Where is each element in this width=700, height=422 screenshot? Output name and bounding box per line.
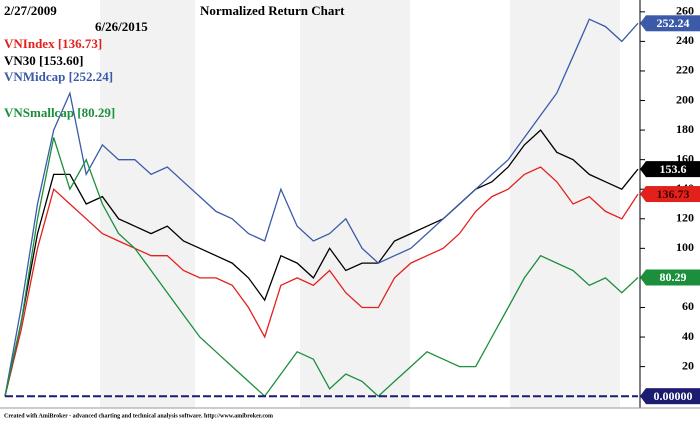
end-label: 136.73 xyxy=(657,187,690,201)
end-tag xyxy=(646,186,700,203)
end-label: 252.24 xyxy=(657,16,690,30)
end-tag xyxy=(646,269,700,286)
series-line xyxy=(4,166,639,397)
start-date: 2/27/2009 xyxy=(4,3,57,18)
end-tag-arrow xyxy=(640,15,646,32)
band xyxy=(300,0,410,408)
background-bands xyxy=(100,0,620,408)
end-label: 80.29 xyxy=(660,270,687,284)
y-tick-label: 100 xyxy=(676,240,694,254)
end-tag-arrow xyxy=(640,388,646,405)
end-tag xyxy=(646,15,700,32)
band xyxy=(510,0,620,408)
legend-entry: VN30 [153.60] xyxy=(4,53,83,68)
series-line xyxy=(4,18,639,397)
end-tag-arrow xyxy=(640,186,646,203)
y-tick-label: 60 xyxy=(682,299,694,313)
y-tick-label: 120 xyxy=(676,211,694,225)
series-line xyxy=(4,129,639,397)
y-tick-label: 180 xyxy=(676,122,694,136)
end-label: 0.00000 xyxy=(654,389,693,403)
end-tag-arrow xyxy=(640,161,646,178)
y-tick-label: 240 xyxy=(676,33,694,47)
chart-title: Normalized Return Chart xyxy=(200,3,345,18)
footer: Created with AmiBroker - advanced charti… xyxy=(4,413,273,419)
end-tag-arrow xyxy=(640,269,646,286)
y-tick-label: 260 xyxy=(676,4,694,18)
y-tick-label: 200 xyxy=(676,92,694,106)
end-date: 6/26/2015 xyxy=(95,19,148,34)
y-tick-label: 20 xyxy=(682,358,694,372)
end-label: 153.6 xyxy=(660,162,687,176)
band xyxy=(100,0,195,408)
y-tick-label: 40 xyxy=(682,329,694,343)
series-line xyxy=(4,137,639,398)
legend-entry: VNMidcap [252.24] xyxy=(4,69,113,84)
legend-entry: VNIndex [136.73] xyxy=(4,36,102,51)
end-tag xyxy=(646,161,700,178)
y-tick-label: 220 xyxy=(676,63,694,77)
legend-entry: VNSmallcap [80.29] xyxy=(4,105,115,120)
end-tag xyxy=(646,388,700,405)
